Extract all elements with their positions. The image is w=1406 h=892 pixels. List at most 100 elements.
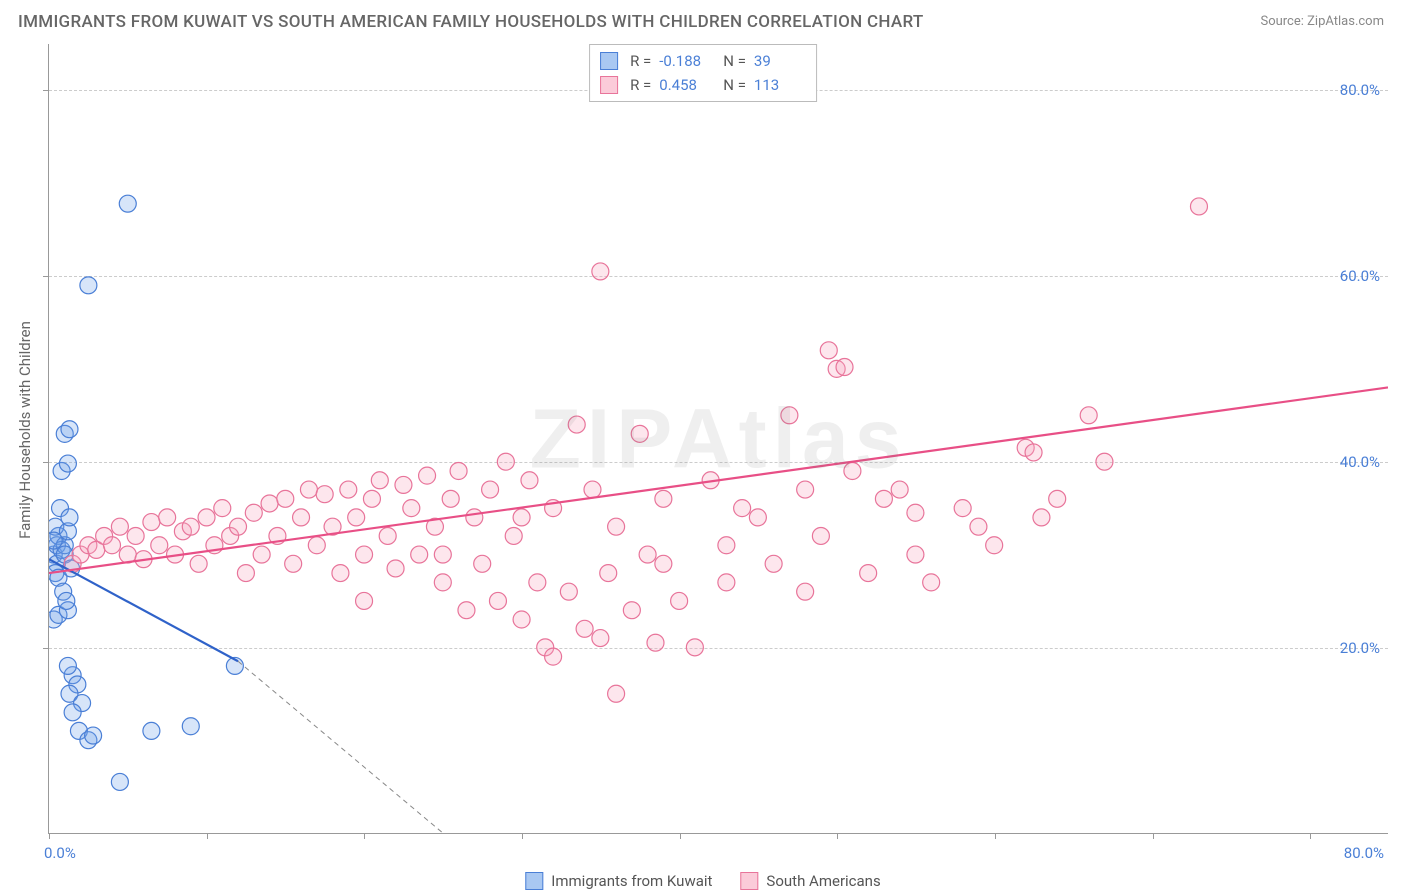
xtick (364, 833, 365, 839)
data-point (434, 574, 451, 591)
xtick (680, 833, 681, 839)
data-point (647, 634, 664, 651)
data-point (85, 727, 102, 744)
n-label: N = (723, 73, 746, 97)
legend-item-southamerican: South Americans (740, 872, 880, 890)
data-point (379, 527, 396, 544)
data-point (58, 592, 75, 609)
data-point (907, 546, 924, 563)
legend-label-kuwait: Immigrants from Kuwait (551, 872, 712, 890)
chart-svg (49, 44, 1388, 833)
data-point (458, 602, 475, 619)
data-point (371, 472, 388, 489)
xtick (522, 833, 523, 839)
y-axis-label: Family Households with Children (16, 321, 34, 539)
x-min-label: 0.0% (44, 844, 76, 862)
data-point (482, 481, 499, 498)
data-point (765, 555, 782, 572)
r-label: R = (630, 73, 651, 97)
data-point (61, 509, 78, 526)
data-point (639, 546, 656, 563)
data-point (545, 648, 562, 665)
data-point (143, 514, 160, 531)
data-point (907, 504, 924, 521)
data-point (119, 195, 136, 212)
data-point (600, 565, 617, 582)
data-point (970, 518, 987, 535)
data-point (781, 407, 798, 424)
data-point (671, 592, 688, 609)
legend-row-kuwait: R = -0.188 N = 39 (600, 49, 806, 73)
data-point (363, 490, 380, 507)
xtick (1310, 833, 1311, 839)
data-point (505, 527, 522, 544)
data-point (190, 555, 207, 572)
data-point (253, 546, 270, 563)
data-point (466, 509, 483, 526)
data-point (64, 704, 81, 721)
data-point (111, 518, 128, 535)
xtick (1153, 833, 1154, 839)
data-point (718, 537, 735, 554)
n-label: N = (723, 49, 746, 73)
xtick (49, 833, 50, 839)
data-point (285, 555, 302, 572)
data-point (245, 504, 262, 521)
legend-item-kuwait: Immigrants from Kuwait (525, 872, 712, 890)
data-point (474, 555, 491, 572)
data-point (797, 481, 814, 498)
data-point (576, 620, 593, 637)
data-point (655, 490, 672, 507)
data-point (182, 718, 199, 735)
n-value-southamerican: 113 (754, 73, 806, 97)
x-max-label: 80.0% (1344, 844, 1384, 862)
data-point (49, 532, 62, 549)
plot-area: ZIPAtlas 20.0%40.0%60.0%80.0% (48, 44, 1388, 834)
data-point (198, 509, 215, 526)
data-point (127, 527, 144, 544)
chart-title: IMMIGRANTS FROM KUWAIT VS SOUTH AMERICAN… (18, 12, 924, 32)
data-point (797, 583, 814, 600)
data-point (450, 462, 467, 479)
data-point (1096, 453, 1113, 470)
data-point (560, 583, 577, 600)
data-point (300, 481, 317, 498)
data-point (387, 560, 404, 577)
data-point (61, 421, 78, 438)
data-point (592, 630, 609, 647)
data-point (104, 537, 121, 554)
data-point (954, 500, 971, 517)
data-point (159, 509, 176, 526)
data-point (844, 462, 861, 479)
data-point (434, 546, 451, 563)
data-point (230, 518, 247, 535)
xtick (207, 833, 208, 839)
correlation-legend: R = -0.188 N = 39 R = 0.458 N = 113 (589, 44, 817, 102)
swatch-kuwait (600, 52, 618, 70)
data-point (332, 565, 349, 582)
data-point (497, 453, 514, 470)
data-point (316, 486, 333, 503)
xtick (837, 833, 838, 839)
swatch-southamerican (740, 872, 758, 890)
data-point (860, 565, 877, 582)
r-label: R = (630, 49, 651, 73)
legend-label-southamerican: South Americans (766, 872, 880, 890)
data-point (655, 555, 672, 572)
data-point (340, 481, 357, 498)
legend-row-southamerican: R = 0.458 N = 113 (600, 73, 806, 97)
data-point (403, 500, 420, 517)
data-point (1080, 407, 1097, 424)
data-point (1025, 444, 1042, 461)
data-point (891, 481, 908, 498)
data-point (686, 639, 703, 656)
data-point (718, 574, 735, 591)
r-value-kuwait: -0.188 (659, 49, 711, 73)
data-point (356, 546, 373, 563)
data-point (419, 467, 436, 484)
data-point (59, 455, 76, 472)
n-value-kuwait: 39 (754, 49, 806, 73)
trend-line-extrapolated (238, 661, 443, 833)
data-point (111, 773, 128, 790)
data-point (277, 490, 294, 507)
